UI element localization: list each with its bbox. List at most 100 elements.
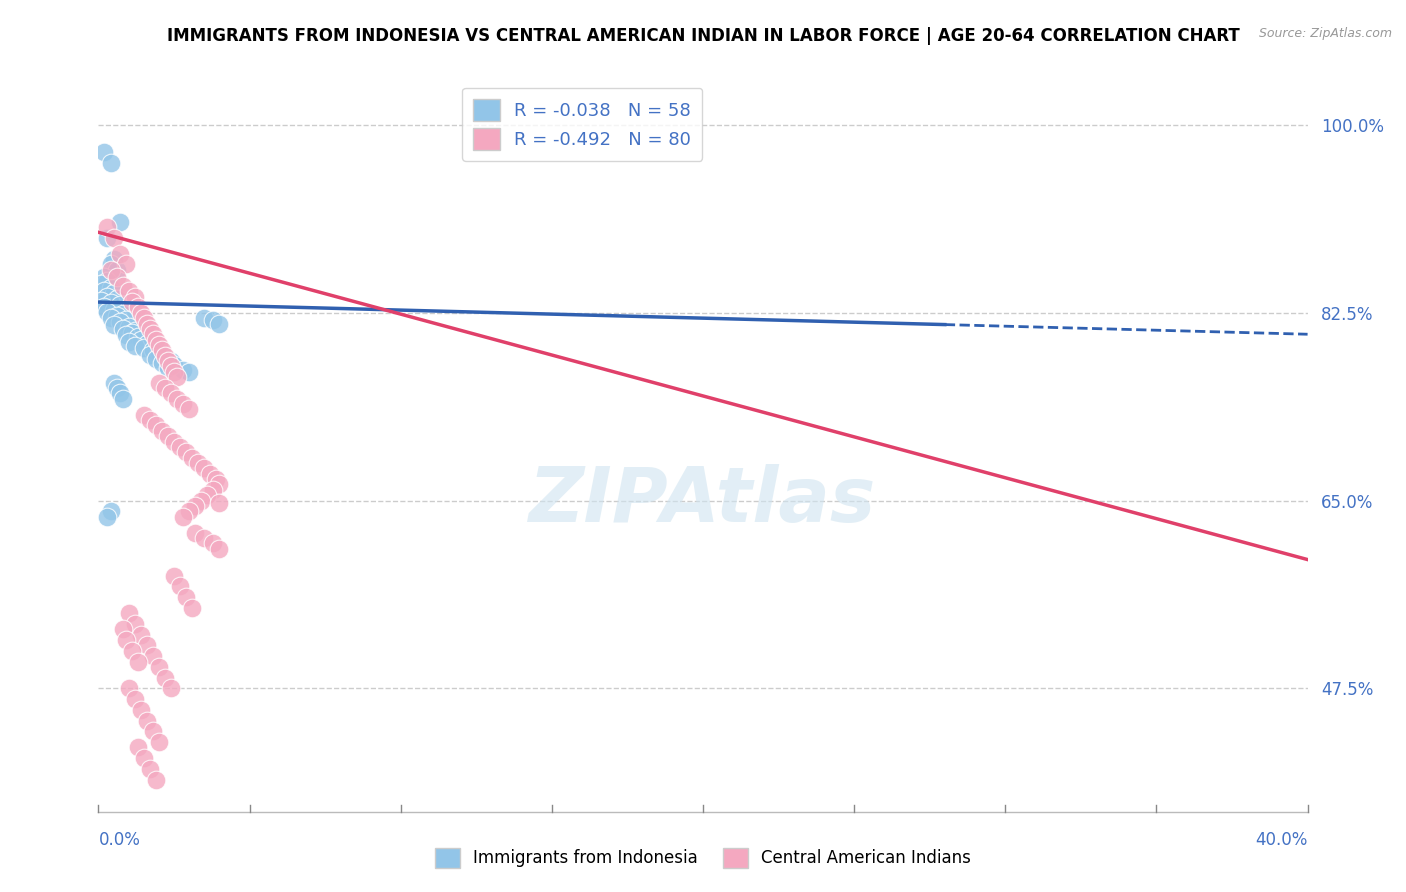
Point	[193, 531, 215, 545]
Point	[103, 318, 125, 332]
Point	[195, 488, 218, 502]
Point	[179, 504, 201, 518]
Point	[111, 279, 134, 293]
Point	[172, 362, 194, 376]
Point	[93, 285, 115, 299]
Point	[142, 724, 165, 739]
Point	[121, 326, 143, 341]
Point	[174, 445, 197, 459]
Point	[208, 477, 231, 491]
Point	[181, 600, 204, 615]
Point	[105, 263, 128, 277]
Text: Source: ZipAtlas.com: Source: ZipAtlas.com	[1258, 27, 1392, 40]
Point	[148, 345, 170, 359]
Point	[184, 499, 207, 513]
Point	[118, 319, 141, 334]
Point	[129, 628, 152, 642]
Legend: R = -0.038   N = 58, R = -0.492   N = 80: R = -0.038 N = 58, R = -0.492 N = 80	[463, 87, 702, 161]
Point	[114, 328, 136, 343]
Point	[100, 281, 122, 295]
Point	[132, 311, 155, 326]
Text: 0.0%: 0.0%	[98, 831, 141, 849]
Point	[96, 274, 118, 288]
Point	[127, 301, 149, 315]
Point	[100, 155, 122, 169]
Point	[129, 306, 152, 320]
Point	[169, 579, 191, 593]
Point	[124, 324, 146, 338]
Point	[156, 429, 179, 443]
Point	[166, 392, 188, 406]
Point	[163, 359, 186, 373]
Point	[184, 525, 207, 540]
Point	[174, 590, 197, 604]
Point	[148, 376, 170, 390]
Point	[111, 623, 134, 637]
Point	[145, 333, 167, 347]
Point	[153, 350, 176, 364]
Point	[90, 293, 112, 308]
Point	[103, 286, 125, 301]
Point	[132, 751, 155, 765]
Point	[129, 333, 152, 347]
Point	[114, 633, 136, 648]
Point	[156, 354, 179, 368]
Point	[121, 644, 143, 658]
Point	[135, 714, 157, 728]
Point	[179, 365, 201, 379]
Point	[124, 616, 146, 631]
Point	[118, 285, 141, 299]
Legend: Immigrants from Indonesia, Central American Indians: Immigrants from Indonesia, Central Ameri…	[429, 841, 977, 875]
Point	[148, 735, 170, 749]
Point	[105, 292, 128, 306]
Point	[139, 322, 162, 336]
Point	[160, 681, 183, 696]
Point	[100, 504, 122, 518]
Point	[93, 145, 115, 159]
Point	[208, 496, 231, 510]
Point	[179, 402, 201, 417]
Point	[156, 360, 179, 375]
Point	[169, 440, 191, 454]
Point	[124, 290, 146, 304]
Point	[105, 381, 128, 395]
Point	[153, 349, 176, 363]
Point	[145, 772, 167, 787]
Point	[103, 302, 125, 317]
Point	[202, 483, 225, 497]
Point	[127, 330, 149, 344]
Point	[124, 692, 146, 706]
Text: 40.0%: 40.0%	[1256, 831, 1308, 849]
Point	[100, 263, 122, 277]
Point	[135, 337, 157, 351]
Point	[100, 258, 122, 272]
Point	[127, 655, 149, 669]
Point	[163, 365, 186, 379]
Point	[111, 322, 134, 336]
Point	[96, 509, 118, 524]
Point	[153, 671, 176, 685]
Point	[96, 304, 118, 318]
Point	[139, 762, 162, 776]
Point	[148, 660, 170, 674]
Point	[114, 258, 136, 272]
Point	[103, 230, 125, 244]
Point	[142, 327, 165, 342]
Point	[145, 418, 167, 433]
Point	[93, 270, 115, 285]
Point	[172, 397, 194, 411]
Point	[139, 413, 162, 427]
Point	[118, 681, 141, 696]
Point	[108, 214, 131, 228]
Point	[163, 568, 186, 582]
Point	[111, 392, 134, 406]
Point	[200, 467, 222, 481]
Point	[105, 309, 128, 323]
Point	[108, 315, 131, 329]
Point	[121, 295, 143, 310]
Point	[190, 493, 212, 508]
Point	[193, 461, 215, 475]
Point	[172, 509, 194, 524]
Point	[96, 290, 118, 304]
Point	[103, 252, 125, 267]
